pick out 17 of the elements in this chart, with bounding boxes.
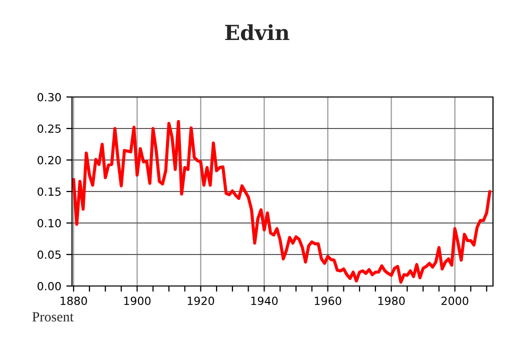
text: Prosent	[32, 312, 74, 322]
x-tick-label: 1980	[378, 296, 405, 306]
y-tick-label: 0.20	[38, 156, 61, 164]
x-tick-label: 1940	[251, 296, 278, 306]
x-tick-label: 1920	[188, 296, 214, 306]
line-series	[72, 120, 492, 284]
chart-title: Edvin	[225, 24, 290, 40]
y-tick-label: 0.10	[38, 218, 61, 228]
y-tick-label: 0.15	[38, 187, 61, 196]
x-tick-label: 1960	[314, 296, 342, 306]
x-tick-label: 2000	[442, 296, 468, 306]
y-tick-label: 0.25	[38, 124, 61, 133]
x-tick-label: 1880	[60, 296, 87, 306]
x-tick-label: 1900	[124, 296, 151, 306]
y-tick-label: 0.00	[38, 282, 61, 290]
y-tick-label: 0.30	[38, 92, 61, 102]
y-tick-label: 0.05	[38, 250, 61, 259]
